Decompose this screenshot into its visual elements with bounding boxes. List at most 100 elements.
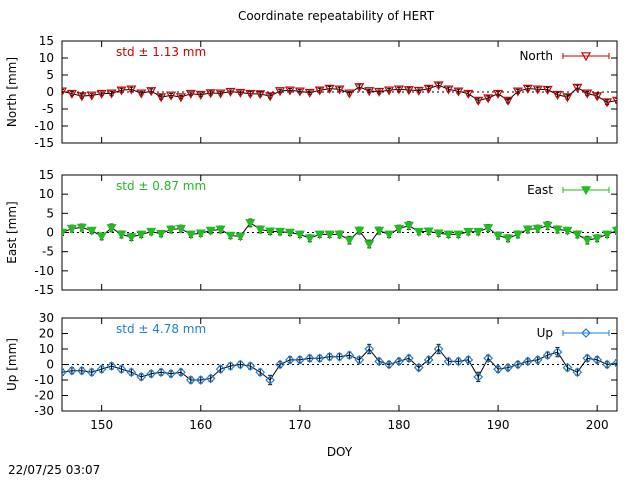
east-data-point xyxy=(582,236,593,246)
east-data-point xyxy=(314,230,325,240)
up-data-point xyxy=(433,344,444,354)
east-data-point xyxy=(225,231,236,241)
north-data-point xyxy=(185,89,196,99)
up-data-point xyxy=(304,353,315,364)
north-std-label: std ± 1.13 mm xyxy=(116,45,206,59)
east-ytick-label: 10 xyxy=(39,187,54,201)
north-data-point xyxy=(324,84,335,94)
up-data-point xyxy=(166,368,176,379)
up-data-point xyxy=(146,368,157,379)
north-data-point xyxy=(86,91,97,101)
north-data-point xyxy=(156,93,167,103)
north-data-point xyxy=(66,89,77,99)
north-data-point xyxy=(275,87,286,97)
north-data-point xyxy=(106,89,117,99)
east-legend-label: East xyxy=(527,183,553,197)
east-data-point xyxy=(284,228,295,238)
up-data-point xyxy=(195,375,206,385)
east-data-point xyxy=(165,225,177,235)
up-data-point xyxy=(86,367,97,378)
east-data-point xyxy=(76,223,87,233)
east-data-point xyxy=(255,225,266,235)
up-xtick-label: 160 xyxy=(189,418,212,432)
up-data-point xyxy=(235,359,246,370)
up-legend-label: Up xyxy=(537,326,553,340)
up-data-point xyxy=(394,356,404,367)
east-data-point xyxy=(156,229,167,239)
east-data-point xyxy=(146,227,157,237)
north-data-point xyxy=(265,92,276,102)
east-data-point xyxy=(483,224,494,234)
up-data-point xyxy=(513,359,523,370)
east-data-point xyxy=(136,230,147,240)
up-data-point xyxy=(116,364,127,374)
up-ytick-label: -10 xyxy=(34,373,54,387)
east-series xyxy=(62,218,617,250)
east-ylabel: East [mm] xyxy=(5,201,19,263)
east-data-point xyxy=(463,227,474,237)
east-ytick-label: -5 xyxy=(42,245,54,259)
up-data-point xyxy=(67,365,77,376)
up-ytick-label: 10 xyxy=(39,342,54,356)
up-data-point xyxy=(205,373,216,384)
up-data-point xyxy=(552,347,563,357)
up-xtick-label: 180 xyxy=(388,418,411,432)
east-ytick-label: 0 xyxy=(46,226,54,240)
up-ytick-label: 0 xyxy=(46,358,54,372)
east-data-point xyxy=(611,226,617,236)
north-data-point xyxy=(96,89,107,99)
up-data-point xyxy=(384,359,394,370)
north-data-point xyxy=(413,86,424,96)
north-ytick-label: -10 xyxy=(34,119,54,133)
north-ytick-label: 5 xyxy=(46,68,54,82)
up-data-point xyxy=(176,367,186,378)
up-data-point xyxy=(245,361,256,371)
east-data-point xyxy=(205,226,216,236)
north-data-point xyxy=(334,85,345,95)
north-data-point xyxy=(483,94,494,104)
east-data-point xyxy=(304,234,315,244)
up-data-point xyxy=(413,362,424,373)
up-xtick-label: 150 xyxy=(90,418,113,432)
east-data-point xyxy=(334,230,345,240)
up-ytick-label: 30 xyxy=(39,311,54,325)
east-data-point xyxy=(275,227,286,237)
up-ytick-label: 20 xyxy=(39,327,54,341)
up-data-point xyxy=(542,350,553,361)
north-data-point xyxy=(136,89,147,99)
north-data-point xyxy=(522,84,533,94)
north-legend-label: North xyxy=(519,49,553,63)
north-ytick-label: 10 xyxy=(39,51,54,65)
north-data-point xyxy=(284,86,295,96)
east-data-point xyxy=(195,229,206,239)
north-data-point xyxy=(116,86,127,96)
up-data-point xyxy=(612,358,617,368)
north-data-point xyxy=(532,85,543,95)
north-data-point xyxy=(374,87,385,97)
north-data-point xyxy=(473,96,484,106)
up-data-point xyxy=(334,351,345,362)
east-data-point xyxy=(116,230,127,240)
north-data-point xyxy=(354,83,365,93)
east-data-point xyxy=(562,226,573,236)
up-xtick-label: 200 xyxy=(586,418,609,432)
north-data-point xyxy=(592,92,603,102)
up-data-point xyxy=(483,353,494,364)
north-data-point xyxy=(611,96,617,106)
east-data-point xyxy=(344,236,355,246)
up-ylabel: Up [mm] xyxy=(5,338,19,391)
east-data-point xyxy=(552,225,563,235)
east-data-point xyxy=(443,230,454,240)
up-data-point xyxy=(106,361,117,371)
north-data-point xyxy=(314,86,325,96)
east-ytick-label: 15 xyxy=(39,168,54,182)
up-xtick-label: 170 xyxy=(288,418,311,432)
up-data-point xyxy=(404,353,414,364)
up-data-point xyxy=(285,355,295,365)
up-data-point xyxy=(364,344,375,354)
up-data-point xyxy=(493,364,503,374)
up-data-point xyxy=(344,350,355,361)
east-data-point xyxy=(354,226,365,236)
east-data-point xyxy=(185,230,196,240)
